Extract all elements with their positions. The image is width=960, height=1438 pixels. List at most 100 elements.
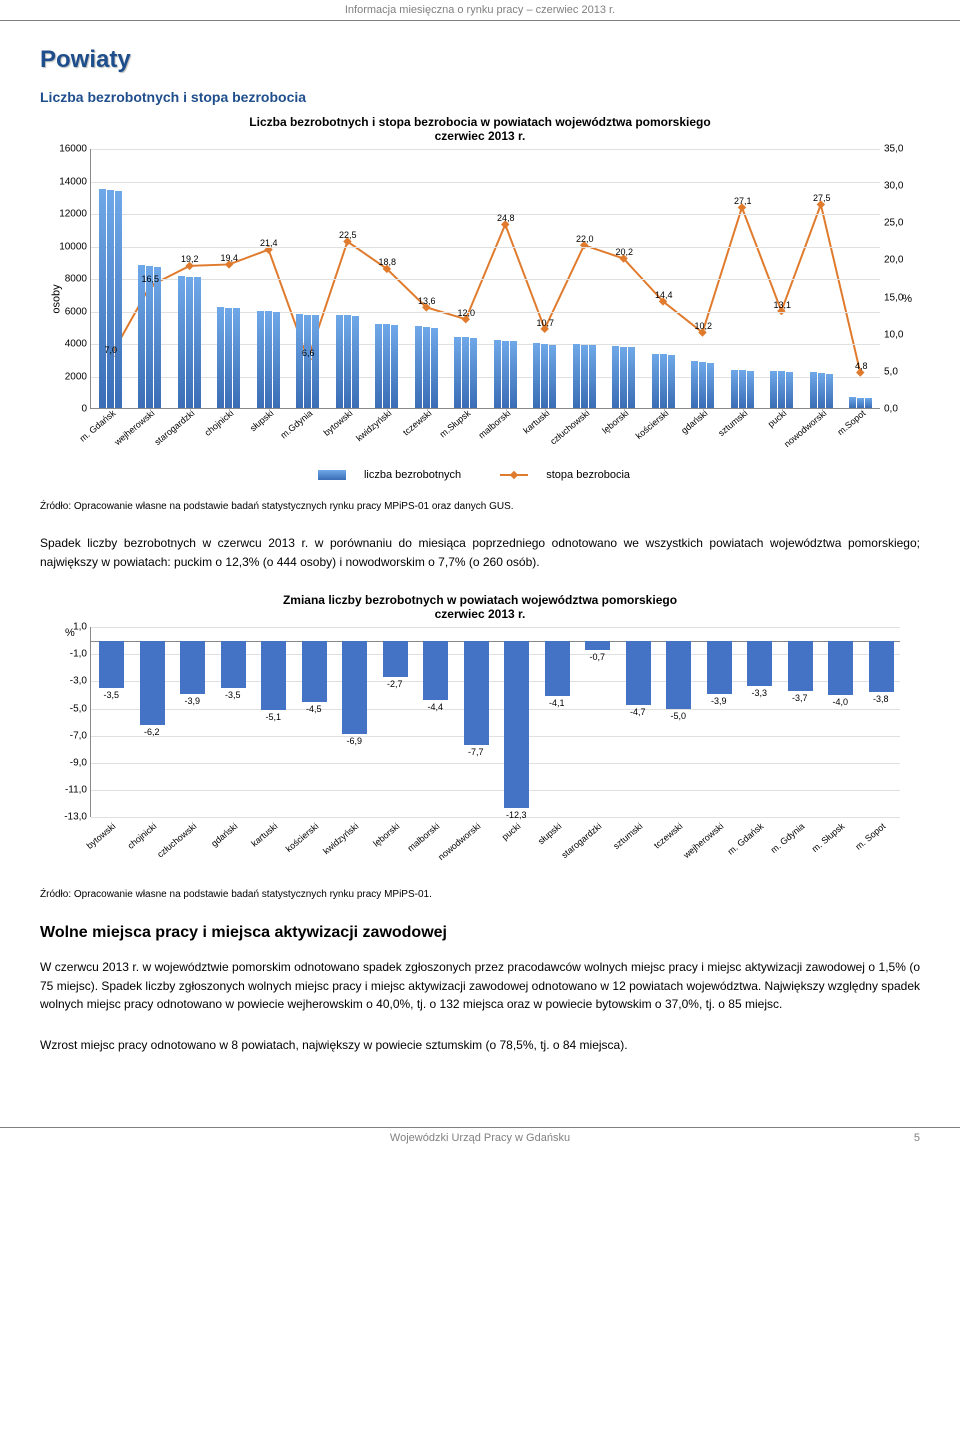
rate-value-label: 27,1 <box>734 196 752 206</box>
bar-group <box>375 324 398 409</box>
bar <box>612 346 619 408</box>
bar <box>541 344 548 408</box>
rate-value-label: 21,4 <box>260 238 278 248</box>
grid-line <box>91 709 900 710</box>
legend-line-icon <box>500 470 528 480</box>
x-tick-label: tczewski <box>401 408 433 438</box>
rate-value-label: 7,0 <box>104 345 117 355</box>
change-value-label: -3,8 <box>873 694 889 704</box>
bar <box>510 341 517 408</box>
legend-line-label: stopa bezrobocia <box>546 469 630 481</box>
bar <box>225 308 232 408</box>
rate-value-label: 18,8 <box>378 257 396 267</box>
chart1-title-l1: Liczba bezrobotnych i stopa bezrobocia w… <box>249 115 710 129</box>
bar-group <box>138 265 161 408</box>
paragraph-2: W czerwcu 2013 r. w województwie pomorsk… <box>40 958 920 1014</box>
grid-line <box>91 312 880 313</box>
change-value-label: -3,7 <box>792 693 808 703</box>
change-value-label: -3,5 <box>225 690 241 700</box>
grid-line <box>91 627 900 628</box>
page-footer: Wojewódzki Urząd Pracy w Gdańsku 5 <box>0 1127 960 1148</box>
y2-tick: -7,0 <box>43 730 87 741</box>
rate-value-label: 19,4 <box>220 253 238 263</box>
rate-value-label: 13,6 <box>418 296 436 306</box>
change-value-label: -3,9 <box>184 696 200 706</box>
rate-value-label: 12,0 <box>457 308 475 318</box>
y2-tick: -5,0 <box>43 703 87 714</box>
grid-line <box>91 247 880 248</box>
x-tick-label: m.Sopot <box>836 408 868 437</box>
y2-tick: -13,0 <box>43 812 87 823</box>
bar <box>146 266 153 408</box>
bar <box>652 354 659 408</box>
legend-line: stopa bezrobocia <box>500 469 642 481</box>
change-value-label: -4,7 <box>630 707 646 717</box>
change-bar <box>828 641 853 695</box>
bar <box>423 327 430 408</box>
bar <box>336 315 343 408</box>
change-value-label: -6,9 <box>346 736 362 746</box>
bar <box>194 277 201 408</box>
bar <box>660 354 667 408</box>
page-number: 5 <box>914 1132 920 1144</box>
change-bar <box>707 641 732 694</box>
rate-value-label: 22,5 <box>339 230 357 240</box>
bar-group <box>296 314 319 408</box>
bar-group <box>257 311 280 409</box>
rate-value-label: 16,5 <box>141 274 159 284</box>
x-tick-label: chojnicki <box>203 408 236 438</box>
bar <box>375 324 382 409</box>
bar-group <box>770 371 793 408</box>
y-right-tick: 15,0 <box>884 292 916 303</box>
grid-line <box>91 214 880 215</box>
bar <box>431 328 438 408</box>
bar <box>115 191 122 408</box>
main-title: Powiaty <box>40 46 920 74</box>
change-bar <box>99 641 124 689</box>
bar <box>589 345 596 408</box>
y-right-tick: 30,0 <box>884 181 916 192</box>
bar-group <box>415 326 438 408</box>
change-value-label: -3,5 <box>103 690 119 700</box>
bar <box>818 373 825 408</box>
y-right-tick: 10,0 <box>884 329 916 340</box>
change-bar <box>423 641 448 701</box>
source-note-2: Źródło: Opracowanie własne na podstawie … <box>40 889 920 900</box>
grid-line <box>91 279 880 280</box>
grid-line <box>91 763 900 764</box>
bar <box>810 372 817 408</box>
change-bar <box>788 641 813 691</box>
bar <box>383 324 390 408</box>
grid-line <box>91 654 900 655</box>
y2-tick: -9,0 <box>43 757 87 768</box>
grid-line <box>91 681 900 682</box>
bar <box>502 341 509 408</box>
change-bar <box>869 641 894 693</box>
bar <box>628 347 635 408</box>
bar <box>826 374 833 408</box>
chart2-title-l2: czerwiec 2013 r. <box>435 607 526 621</box>
bar <box>581 345 588 408</box>
x-tick-label: lęborski <box>600 408 630 436</box>
y-right-tick: 5,0 <box>884 366 916 377</box>
change-value-label: -5,0 <box>670 711 686 721</box>
bar <box>99 189 106 408</box>
rate-value-label: 27,5 <box>813 193 831 203</box>
page-header: Informacja miesięczna o rynku pracy – cz… <box>0 0 960 21</box>
x-tick-label: kwidzyński <box>354 408 393 443</box>
change-value-label: -2,7 <box>387 679 403 689</box>
y-right-tick: 35,0 <box>884 144 916 155</box>
y-left-tick: 10000 <box>43 241 87 252</box>
y-left-tick: 2000 <box>43 371 87 382</box>
rate-value-label: 20,2 <box>615 247 633 257</box>
change-value-label: -7,7 <box>468 747 484 757</box>
change-value-label: -3,9 <box>711 696 727 706</box>
bar <box>304 315 311 408</box>
y-right-tick: 25,0 <box>884 218 916 229</box>
change-bar <box>140 641 165 725</box>
footer-text: Wojewódzki Urząd Pracy w Gdańsku <box>390 1132 570 1144</box>
bar <box>415 326 422 408</box>
bar <box>699 362 706 408</box>
chart1-legend: liczba bezrobotnych stopa bezrobocia <box>40 469 920 483</box>
change-bar <box>261 641 286 710</box>
